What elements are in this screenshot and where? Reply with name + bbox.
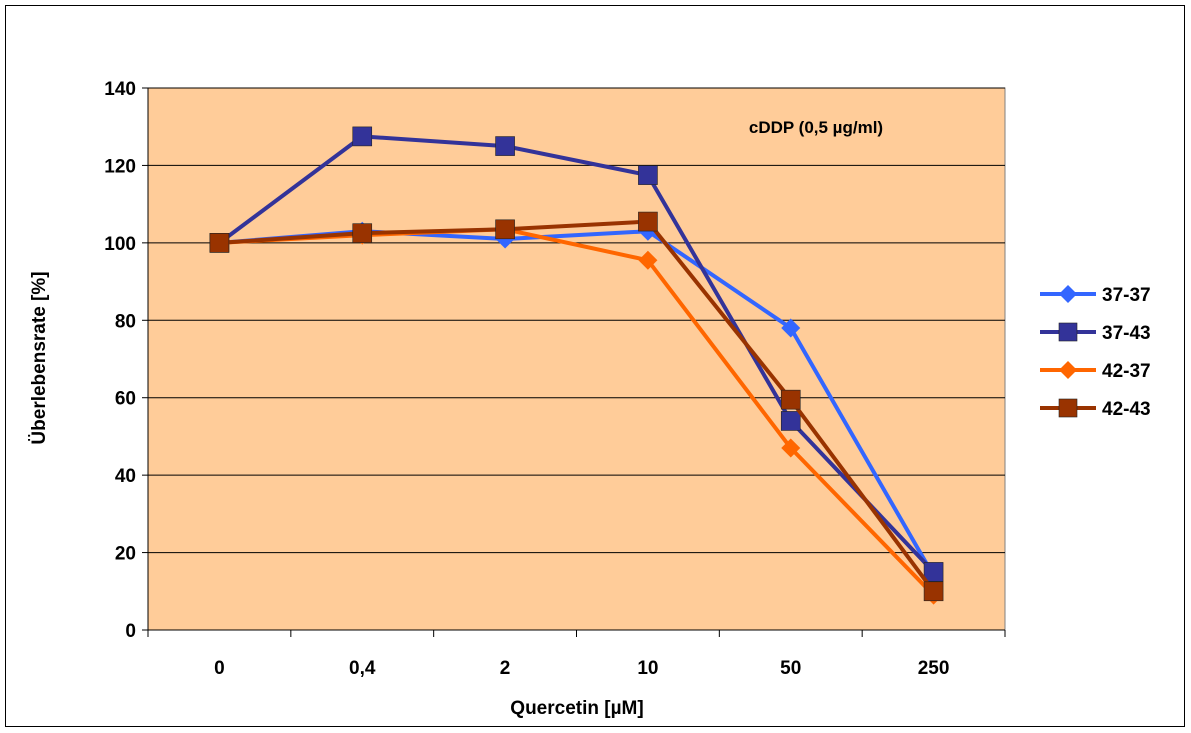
y-tick-label: 0	[125, 621, 136, 642]
data-point	[638, 211, 658, 232]
series-line	[218, 134, 936, 574]
series-line	[219, 219, 936, 593]
data-point	[495, 136, 515, 156]
y-axis-title: Überlebensrate [%]	[29, 271, 50, 444]
data-point	[495, 219, 515, 240]
data-point	[923, 562, 944, 582]
x-tick-label: 0	[214, 658, 225, 679]
y-tick-label: 120	[104, 156, 136, 177]
y-axis-ticks: 0 20 40 60 80 100 120 140	[104, 79, 148, 642]
x-tick-label: 2	[500, 658, 511, 679]
data-point	[781, 318, 801, 338]
legend-marker	[1058, 322, 1078, 342]
legend-label: 42-37	[1102, 361, 1151, 382]
x-tick-label: 50	[780, 658, 801, 679]
series-group	[209, 126, 944, 605]
data-point	[781, 438, 801, 458]
y-tick-label: 20	[115, 544, 136, 565]
y-tick-label: 60	[115, 389, 136, 410]
y-tick-label: 40	[115, 466, 136, 487]
x-tick-label: 0,4	[349, 658, 376, 679]
data-point	[638, 250, 658, 270]
data-point	[923, 581, 944, 602]
data-point	[209, 233, 230, 253]
series-42-43	[209, 211, 944, 602]
legend-label: 42-43	[1102, 399, 1151, 420]
data-point	[352, 126, 373, 147]
legend-label: 37-43	[1102, 323, 1151, 344]
legend-item: 37-43	[1040, 322, 1151, 344]
x-axis-ticks: 0 0,4 2 10 50 250	[147, 630, 1006, 679]
legend-marker	[1059, 361, 1077, 379]
x-tick-label: 250	[918, 658, 950, 679]
chart-annotation: cDDP (0,5 µg/ml)	[749, 118, 883, 137]
y-tick-label: 100	[104, 234, 136, 255]
legend-marker	[1059, 285, 1077, 303]
legend-marker	[1058, 398, 1078, 418]
legend: 37-37 37-43 42-37 42-43	[1040, 285, 1151, 420]
legend-label: 37-37	[1102, 285, 1151, 306]
legend-item: 37-37	[1040, 285, 1151, 306]
data-point	[352, 223, 373, 243]
data-point	[638, 165, 658, 185]
data-point	[780, 411, 801, 431]
legend-item: 42-37	[1040, 361, 1151, 382]
plot-area	[147, 87, 1006, 631]
data-point	[780, 389, 801, 410]
y-tick-label: 80	[115, 311, 136, 332]
x-axis-title: Quercetin [µM]	[510, 698, 643, 719]
y-tick-label: 140	[104, 79, 136, 100]
x-tick-label: 10	[637, 658, 658, 679]
legend-item: 42-43	[1040, 398, 1151, 420]
